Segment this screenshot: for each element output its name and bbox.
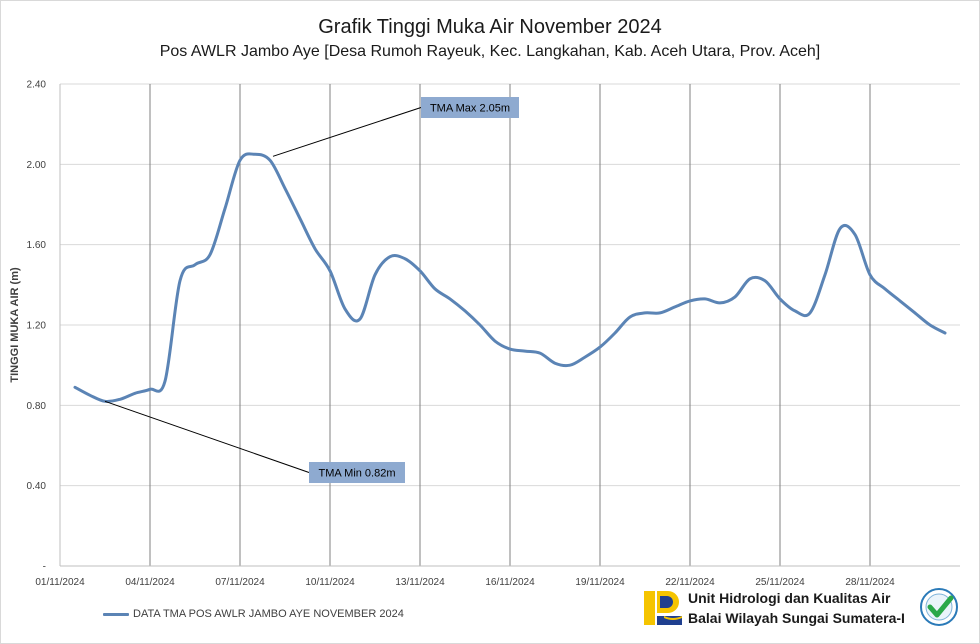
y-tick-label: 2.00 — [27, 160, 47, 171]
series-layer — [73, 152, 947, 403]
x-tick-label: 10/11/2024 — [305, 577, 355, 588]
legend-label: DATA TMA POS AWLR JAMBO AYE NOVEMBER 202… — [133, 608, 404, 620]
callout-box — [421, 97, 519, 118]
y-tick-label: 1.20 — [27, 321, 47, 332]
y-tick-label: - — [43, 562, 46, 573]
x-tick-label: 25/11/2024 — [755, 577, 805, 588]
callout-label: TMA Max 2.05m — [430, 103, 510, 115]
series-line — [73, 152, 947, 403]
x-tick-label: 16/11/2024 — [485, 577, 535, 588]
brand-block: Unit Hidrologi dan Kualitas Air Balai Wi… — [644, 589, 944, 629]
callout-box — [309, 462, 405, 483]
chart-subtitle: Pos AWLR Jambo Aye [Desa Rumoh Rayeuk, K… — [159, 43, 821, 60]
callout-leader — [272, 107, 422, 157]
callout-label: TMA Min 0.82m — [318, 468, 395, 480]
grid-layer — [60, 83, 960, 566]
legend: DATA TMA POS AWLR JAMBO AYE NOVEMBER 202… — [103, 608, 404, 620]
x-tick-label: 28/11/2024 — [845, 577, 895, 588]
axis-layer: - 0.40 0.80 1.20 1.60 2.00 2.40 01/11/2024 04/11… — [27, 80, 960, 588]
x-tick-label: 01/11/2024 — [35, 577, 85, 588]
certification-badge-icon — [920, 588, 958, 626]
legend-swatch — [103, 612, 129, 616]
y-tick-label: 1.60 — [27, 240, 47, 251]
x-tick-label: 13/11/2024 — [395, 577, 445, 588]
x-tick-label: 07/11/2024 — [215, 577, 265, 588]
brand-line-2: Balai Wilayah Sungai Sumatera-I — [688, 610, 905, 626]
y-tick-label: 0.40 — [27, 481, 47, 492]
x-tick-label: 04/11/2024 — [125, 577, 175, 588]
x-tick-label: 22/11/2024 — [665, 577, 715, 588]
brand-line-1: Unit Hidrologi dan Kualitas Air — [688, 590, 891, 606]
y-tick-label: 0.80 — [27, 401, 47, 412]
callout-leader — [104, 400, 310, 473]
x-tick-label: 19/11/2024 — [575, 577, 625, 588]
pupr-logo-icon — [644, 589, 682, 627]
annotation-layer: TMA Max 2.05m TMA Min 0.82m — [104, 97, 519, 483]
chart-title: Grafik Tinggi Muka Air November 2024 — [318, 16, 662, 38]
y-axis-label: TINGGI MUKA AIR (m) — [9, 267, 21, 383]
y-tick-label: 2.40 — [27, 80, 47, 91]
